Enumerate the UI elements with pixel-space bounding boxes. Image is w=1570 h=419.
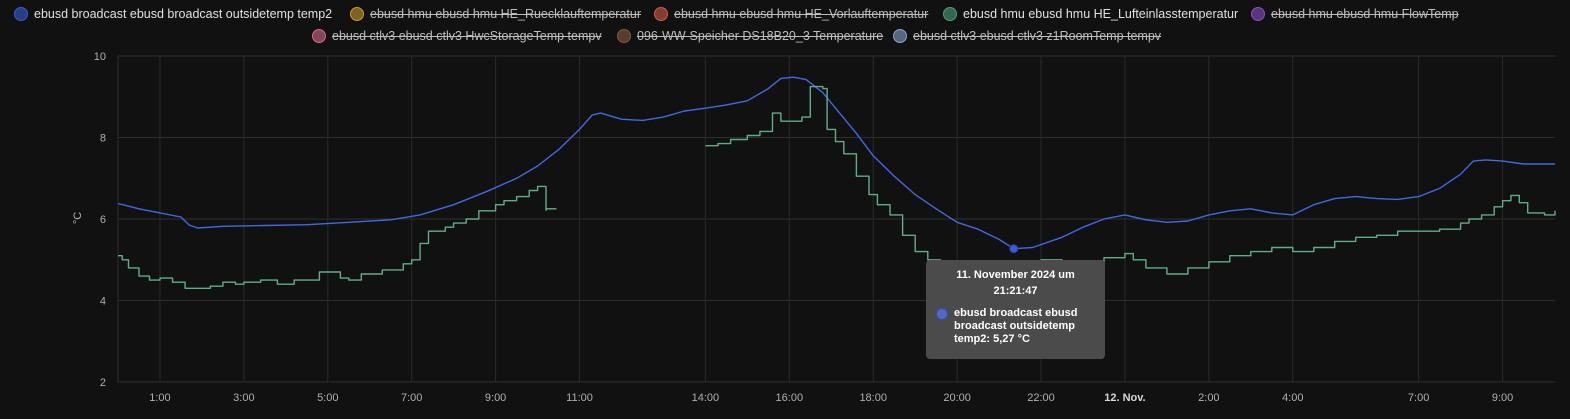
legend-swatch-icon — [1251, 7, 1265, 21]
x-tick-label: 7:00 — [1408, 392, 1429, 404]
legend-swatch-icon — [654, 7, 668, 21]
legend-item[interactable]: ebusd hmu ebusd hmu HE_Vorlauftemperatur — [654, 4, 928, 24]
tooltip-series-line2: broadcast outsidetemp — [954, 320, 1076, 332]
series-line-outsidetemp — [117, 76, 1555, 250]
x-tick-label: 12. Nov. — [1104, 392, 1145, 404]
chart-legend: ebusd broadcast ebusd broadcast outsidet… — [0, 0, 1570, 48]
x-tick-label: 7:00 — [401, 392, 422, 404]
tooltip-date-line1: 11. November 2024 um — [956, 269, 1075, 281]
y-tick-label: 8 — [100, 133, 106, 145]
legend-label: ebusd ctlv3 ebusd ctlv3 z1RoomTemp tempv — [913, 29, 1162, 43]
tooltip-series-line3: temp2: 5,27 °C — [954, 333, 1030, 345]
legend-label: ebusd broadcast ebusd broadcast outsidet… — [34, 7, 333, 21]
x-tick-label: 3:00 — [233, 392, 254, 404]
chart-series[interactable] — [117, 76, 1556, 289]
legend-label: ebusd hmu ebusd hmu HE_Lufteinlasstemper… — [963, 7, 1239, 21]
tooltip-date-line2: 21:21:47 — [993, 285, 1038, 297]
y-tick-label: 6 — [100, 214, 106, 226]
x-tick-label: 18:00 — [859, 392, 887, 404]
tooltip-series-value: ebusd broadcast ebusd broadcast outsidet… — [954, 307, 1077, 346]
legend-swatch-icon — [350, 7, 364, 21]
y-axis: 10 8 6 4 2 — [94, 51, 106, 389]
legend-item[interactable]: ebusd ctlv3 ebusd ctlv3 HwcStorageTemp t… — [312, 26, 602, 46]
x-tick-label: 2:00 — [1198, 392, 1219, 404]
x-tick-label: 16:00 — [776, 392, 804, 404]
legend-item[interactable]: ebusd hmu ebusd hmu FlowTemp — [1251, 4, 1459, 24]
x-tick-label: 5:00 — [317, 392, 338, 404]
legend-swatch-icon — [312, 29, 326, 43]
x-tick-label: 11:00 — [566, 392, 593, 404]
legend-label: ebusd hmu ebusd hmu HE_Vorlauftemperatur — [674, 7, 929, 21]
legend-swatch-icon — [893, 29, 907, 43]
tooltip-series-dot-icon — [936, 308, 948, 320]
hover-point — [1009, 244, 1019, 254]
legend-swatch-icon — [943, 7, 957, 21]
x-tick-label: 20:00 — [943, 392, 971, 404]
series-line-lufteinlasstemperatur — [705, 85, 1556, 275]
legend-item[interactable]: ebusd hmu ebusd hmu HE_Lufteinlasstemper… — [943, 4, 1238, 24]
tooltip-date: 11. November 2024 um 21:21:47 — [934, 267, 1097, 299]
x-tick-label: 22:00 — [1027, 392, 1055, 404]
y-tick-label: 10 — [94, 51, 106, 63]
x-tick-label: 14:00 — [692, 392, 720, 404]
legend-label: 096-WW-Speicher DS18B20_3 Temperature — [637, 29, 884, 43]
hover-marker — [1009, 244, 1019, 254]
legend-swatch-icon — [617, 29, 631, 43]
y-tick-label: 2 — [100, 377, 106, 389]
x-tick-label: 9:00 — [1492, 392, 1513, 404]
x-tick-label: 1:00 — [149, 392, 170, 404]
x-tick-label: 4:00 — [1282, 392, 1303, 404]
chart-tooltip: 11. November 2024 um 21:21:47 ebusd broa… — [926, 260, 1105, 359]
x-tick-label: 9:00 — [485, 392, 506, 404]
legend-label: ebusd hmu ebusd hmu HE_Ruecklauftemperat… — [370, 7, 641, 21]
tooltip-series-row: ebusd broadcast ebusd broadcast outsidet… — [934, 307, 1097, 346]
legend-label: ebusd ctlv3 ebusd ctlv3 HwcStorageTemp t… — [332, 29, 602, 43]
legend-item[interactable]: ebusd broadcast ebusd broadcast outsidet… — [14, 4, 332, 24]
y-tick-label: 4 — [100, 296, 106, 308]
x-axis: 1:00 3:00 5:00 7:00 9:00 11:00 14:00 16:00 18:00… — [149, 392, 1513, 404]
legend-item[interactable]: ebusd hmu ebusd hmu HE_Ruecklauftemperat… — [350, 4, 641, 24]
legend-item[interactable]: ebusd ctlv3 ebusd ctlv3 z1RoomTemp tempv — [893, 26, 1161, 46]
legend-item[interactable]: 096-WW-Speicher DS18B20_3 Temperature — [617, 26, 883, 46]
series-line-lufteinlasstemperatur — [118, 185, 547, 289]
tooltip-series-line1: ebusd broadcast ebusd — [954, 307, 1078, 319]
y-axis-label: °C — [72, 212, 84, 224]
chart-grid — [117, 55, 1555, 383]
legend-swatch-icon — [14, 7, 28, 21]
legend-label: ebusd hmu ebusd hmu FlowTemp — [1271, 7, 1459, 21]
